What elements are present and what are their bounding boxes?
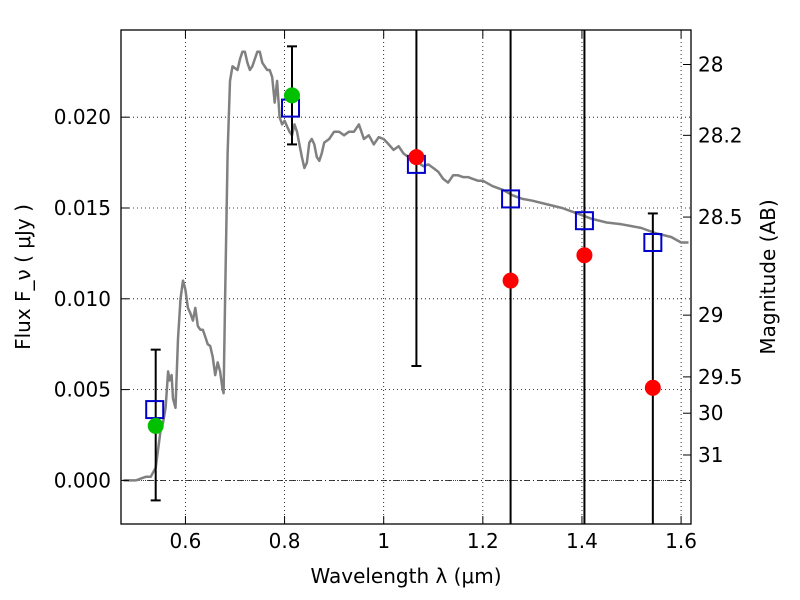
red-data-point [408, 149, 425, 166]
sed-model-line [123, 50, 689, 482]
model-square-marker [643, 232, 663, 252]
axis-ticks: 0.6 0.8 1 1.2 1.4 1.6 0.000 0.005 0.010 0.015 0.02… [54, 30, 743, 553]
y-axis-label: Flux F_ν ( μJy ) [11, 204, 35, 350]
y-tick-label: 0.005 [54, 378, 111, 402]
x-tick-label: 1.6 [665, 529, 697, 553]
right-tick-label: 28.2 [698, 123, 743, 147]
red-data-point [576, 247, 593, 264]
y-tick-label: 0.010 [54, 287, 111, 311]
x-tick-label: 1 [377, 529, 390, 553]
x-tick-label: 1.4 [566, 529, 598, 553]
grid-lines [121, 30, 691, 524]
right-tick-label: 28 [698, 53, 723, 77]
x-tick-label: 0.6 [170, 529, 202, 553]
green-data-point [147, 417, 164, 434]
red-data-point [644, 379, 661, 396]
right-tick-label: 29.5 [698, 365, 743, 389]
plot-area [123, 30, 689, 524]
y-tick-label: 0.000 [54, 468, 111, 492]
model-square-marker [501, 189, 521, 209]
x-tick-label: 0.8 [269, 529, 301, 553]
x-axis-label: Wavelength λ (μm) [310, 564, 501, 588]
y-tick-label: 0.020 [54, 105, 111, 129]
y-tick-label: 0.015 [54, 196, 111, 220]
x-tick-label: 1.2 [467, 529, 499, 553]
right-axis-label: Magnitude (AB) [756, 199, 780, 354]
right-tick-label: 28.5 [698, 205, 743, 229]
right-tick-label: 29 [698, 303, 723, 327]
red-data-point [502, 272, 519, 289]
model-square-marker [574, 211, 594, 231]
marker-layer [145, 87, 663, 434]
green-data-point [284, 87, 300, 104]
right-tick-label: 31 [698, 443, 723, 467]
axes-frame [120, 29, 692, 525]
right-tick-label: 30 [698, 401, 723, 425]
